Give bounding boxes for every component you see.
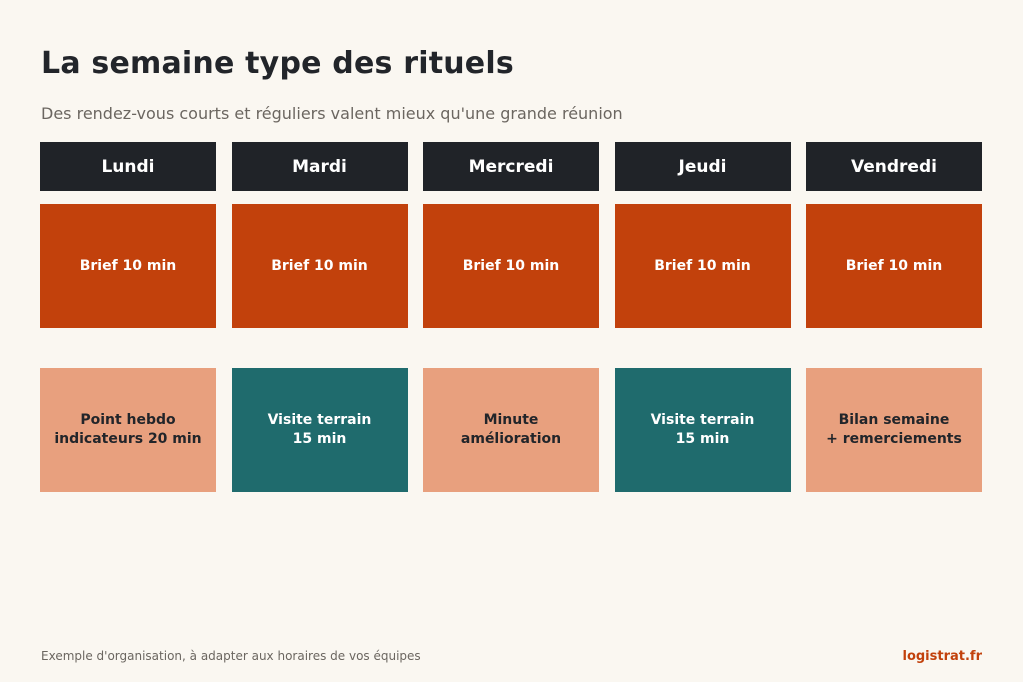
day-header: Vendredi [806, 142, 982, 191]
day-column-tuesday: Mardi Brief 10 min Visite terrain 15 min [231, 142, 408, 492]
day-column-monday: Lundi Brief 10 min Point hebdo indicateu… [40, 142, 216, 492]
day-header: Lundi [40, 142, 216, 191]
day-header: Mardi [231, 142, 408, 191]
brief-block: Brief 10 min [614, 204, 791, 328]
brief-block: Brief 10 min [423, 204, 599, 328]
day-header: Mercredi [423, 142, 599, 191]
page-title: La semaine type des rituels [41, 46, 514, 81]
day-column-friday: Vendredi Brief 10 min Bilan semaine + re… [806, 142, 982, 492]
brand-link[interactable]: logistrat.fr [902, 649, 982, 664]
ritual-block: Bilan semaine + remerciements [806, 368, 982, 492]
brief-block: Brief 10 min [231, 204, 408, 328]
day-column-wednesday: Mercredi Brief 10 min Minute amélioratio… [423, 142, 599, 492]
ritual-block: Visite terrain 15 min [231, 368, 408, 492]
brief-block: Brief 10 min [40, 204, 216, 328]
brief-block: Brief 10 min [806, 204, 982, 328]
ritual-block: Point hebdo indicateurs 20 min [40, 368, 216, 492]
ritual-block: Minute amélioration [423, 368, 599, 492]
page-subtitle: Des rendez-vous courts et réguliers vale… [41, 104, 623, 123]
ritual-block: Visite terrain 15 min [614, 368, 791, 492]
day-header: Jeudi [614, 142, 791, 191]
week-grid: Lundi Brief 10 min Point hebdo indicateu… [40, 142, 982, 492]
day-column-thursday: Jeudi Brief 10 min Visite terrain 15 min [614, 142, 791, 492]
footer-note: Exemple d'organisation, à adapter aux ho… [41, 649, 421, 663]
